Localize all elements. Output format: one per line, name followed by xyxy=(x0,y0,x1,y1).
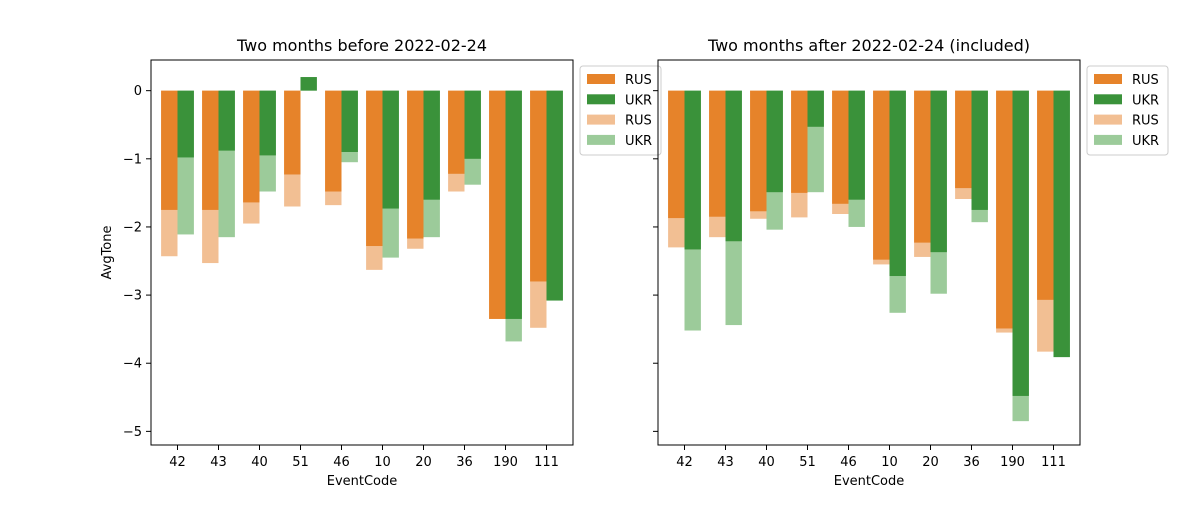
bar-rus-solid-10 xyxy=(366,90,383,247)
bar-rus-solid-42 xyxy=(668,90,685,219)
y-tick-label: −1 xyxy=(123,152,142,167)
x-tick-label: 111 xyxy=(1041,455,1066,470)
legend-label: RUS xyxy=(625,114,652,129)
legend-label: UKR xyxy=(625,134,652,149)
legend: RUS UKR RUS UKR xyxy=(579,65,662,156)
legend: RUS UKR RUS UKR xyxy=(1086,65,1169,156)
bar-ukr-solid-111 xyxy=(1053,90,1070,358)
bar-rus-solid-43 xyxy=(709,90,726,217)
chart-title: Two months after 2022-02-24 (included) xyxy=(707,36,1030,55)
bar-ukr-solid-20 xyxy=(930,90,947,253)
bar-ukr-solid-42 xyxy=(177,90,194,158)
bar-ukr-solid-40 xyxy=(259,90,276,156)
legend-label: UKR xyxy=(1132,93,1159,108)
x-tick-label: 42 xyxy=(169,455,186,470)
x-tick-label: 10 xyxy=(881,455,898,470)
legend-swatch xyxy=(587,114,615,125)
bar-ukr-solid-43 xyxy=(725,90,742,242)
legend-label: RUS xyxy=(1132,114,1159,129)
bar-rus-solid-40 xyxy=(243,90,260,203)
bar-rus-solid-42 xyxy=(161,90,178,210)
x-tick-label: 10 xyxy=(374,455,391,470)
bar-rus-solid-36 xyxy=(955,90,972,189)
bar-rus-solid-190 xyxy=(996,90,1013,329)
bar-ukr-solid-10 xyxy=(382,90,399,209)
y-tick-label: −4 xyxy=(123,357,142,372)
bar-rus-solid-111 xyxy=(530,90,547,282)
legend-swatch xyxy=(587,134,615,145)
y-axis-title: AvgTone xyxy=(100,225,115,279)
x-tick-label: 51 xyxy=(292,455,309,470)
legend-swatch xyxy=(1094,74,1122,84)
y-tick-label: −3 xyxy=(123,289,142,304)
x-tick-label: 190 xyxy=(1000,455,1025,470)
y-tick-label: 0 xyxy=(134,84,142,99)
x-tick-label: 40 xyxy=(251,455,268,470)
bar-rus-solid-51 xyxy=(284,90,301,175)
legend-swatch xyxy=(587,94,615,105)
bar-ukr-solid-43 xyxy=(218,90,235,151)
x-tick-label: 51 xyxy=(799,455,816,470)
x-tick-label: 43 xyxy=(717,455,734,470)
bar-ukr-solid-46 xyxy=(848,90,865,200)
chart-panel-1: 42 43 40 51 46 10 20 36 190 111 Two months after 2… xyxy=(653,36,1169,489)
legend-swatch xyxy=(1094,94,1122,105)
x-tick-label: 111 xyxy=(534,455,559,470)
bar-rus-solid-43 xyxy=(202,90,219,210)
x-tick-label: 190 xyxy=(493,455,518,470)
x-tick-label: 46 xyxy=(333,455,350,470)
plot-frame xyxy=(150,59,574,446)
chart-title: Two months before 2022-02-24 xyxy=(236,36,487,55)
chart-panel-0: 0 −1 −2 −3 −4 −5 42 43 40 51 46 10 20 36 190 111 Two mon… xyxy=(100,36,662,489)
bar-rus-solid-20 xyxy=(914,90,931,243)
legend-label: UKR xyxy=(1132,134,1159,149)
legend-swatch xyxy=(587,74,615,84)
legend-label: UKR xyxy=(625,93,652,108)
x-axis-title: EventCode xyxy=(327,474,398,489)
bar-rus-solid-36 xyxy=(448,90,465,174)
legend-swatch xyxy=(1094,114,1122,125)
bar-rus-solid-51 xyxy=(791,90,808,193)
x-tick-label: 46 xyxy=(840,455,857,470)
legend-label: RUS xyxy=(625,73,652,88)
bar-ukr-solid-20 xyxy=(423,90,440,200)
bar-rus-solid-111 xyxy=(1037,90,1054,300)
legend-label: RUS xyxy=(1132,73,1159,88)
bar-ukr-solid-46 xyxy=(341,90,358,152)
bar-ukr-solid-10 xyxy=(889,90,906,277)
bar-ukr-solid-42 xyxy=(684,90,701,250)
bar-rus-solid-190 xyxy=(489,90,506,319)
legend-box xyxy=(579,65,662,156)
x-tick-label: 42 xyxy=(676,455,693,470)
x-tick-label: 20 xyxy=(922,455,939,470)
bar-rus-solid-46 xyxy=(832,90,849,204)
x-tick-label: 36 xyxy=(963,455,980,470)
bar-ukr-solid-51 xyxy=(300,77,317,91)
y-tick-label: −2 xyxy=(123,220,142,235)
bar-rus-solid-40 xyxy=(750,90,767,212)
x-axis-title: EventCode xyxy=(834,474,905,489)
legend-swatch xyxy=(1094,134,1122,145)
x-tick-label: 40 xyxy=(758,455,775,470)
bar-ukr-solid-36 xyxy=(971,90,988,210)
plot-frame xyxy=(657,59,1081,446)
bar-ukr-solid-36 xyxy=(464,90,481,159)
x-tick-label: 20 xyxy=(415,455,432,470)
bar-ukr-solid-40 xyxy=(766,90,783,193)
bar-rus-solid-20 xyxy=(407,90,424,239)
x-tick-label: 43 xyxy=(210,455,227,470)
y-tick-label: −5 xyxy=(123,425,142,440)
bar-rus-solid-46 xyxy=(325,90,342,192)
bar-ukr-solid-51 xyxy=(807,90,824,127)
x-tick-label: 36 xyxy=(456,455,473,470)
legend-box xyxy=(1086,65,1169,156)
bar-rus-solid-10 xyxy=(873,90,890,260)
bar-ukr-solid-111 xyxy=(546,90,563,301)
bar-ukr-solid-190 xyxy=(505,90,522,319)
bar-ukr-solid-190 xyxy=(1012,90,1029,396)
